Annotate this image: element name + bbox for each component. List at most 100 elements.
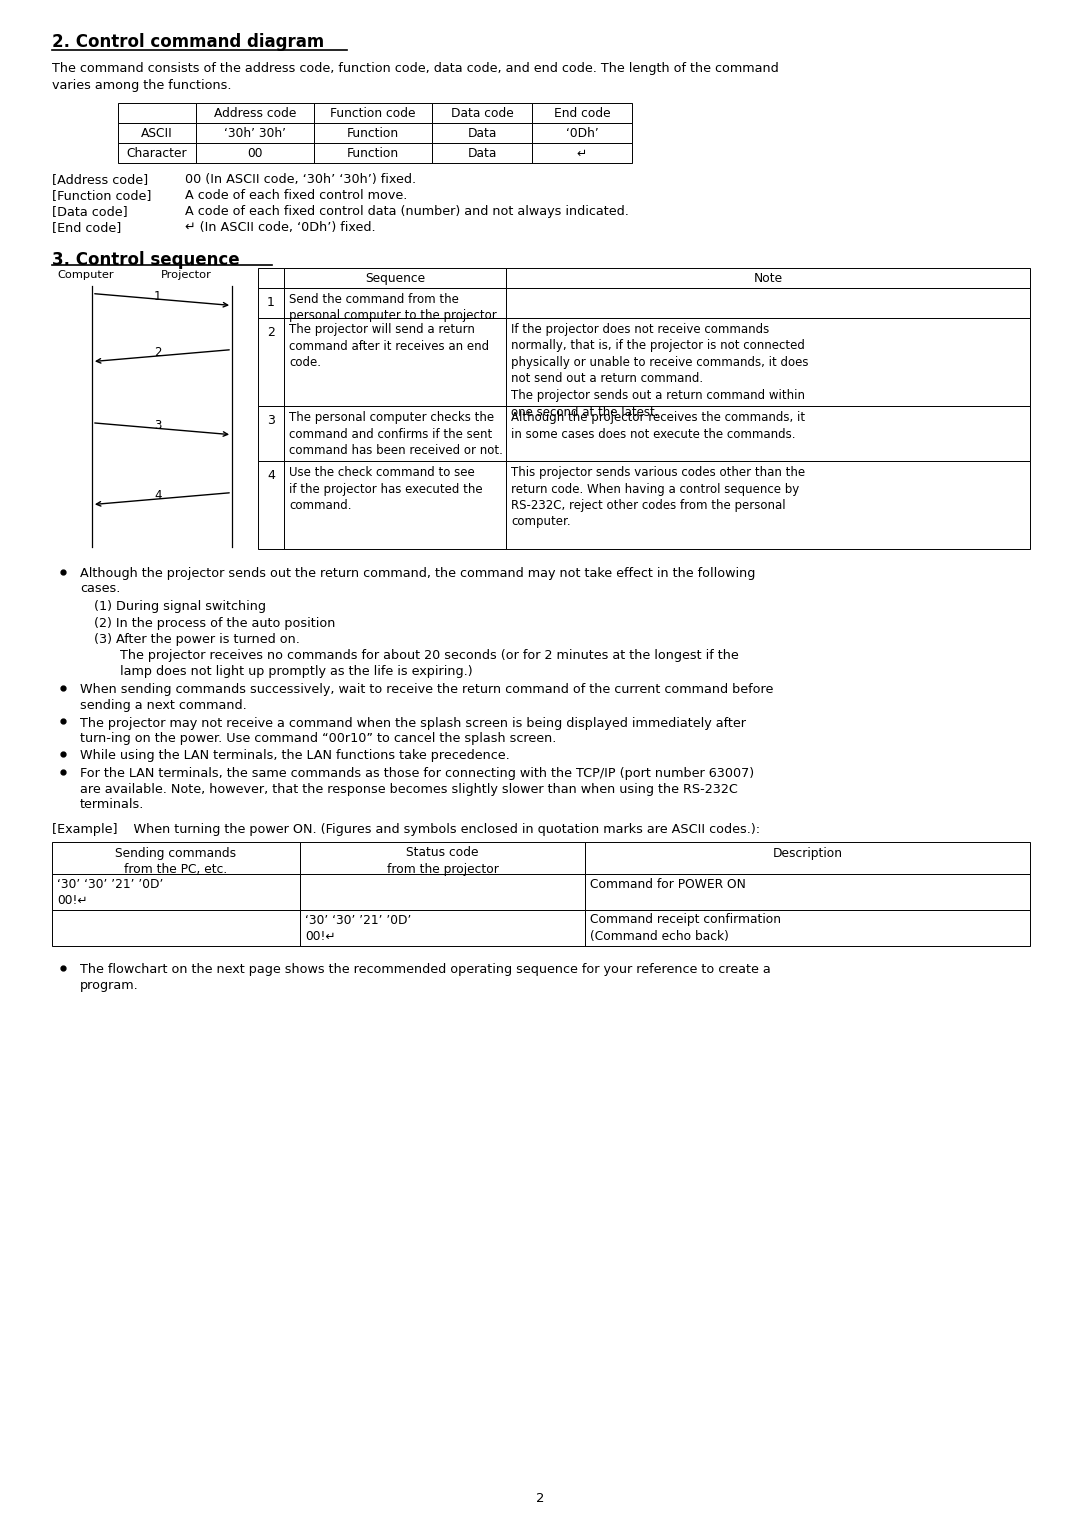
Text: ‘0Dh’: ‘0Dh’ — [566, 127, 598, 140]
Bar — [300, 873, 585, 910]
Bar — [585, 910, 1030, 945]
Bar — [300, 841, 585, 873]
Text: The command consists of the address code, function code, data code, and end code: The command consists of the address code… — [52, 63, 779, 92]
Text: (2) In the process of the auto position: (2) In the process of the auto position — [94, 617, 336, 629]
Bar — [585, 873, 1030, 910]
Text: This projector sends various codes other than the
return code. When having a con: This projector sends various codes other… — [511, 466, 805, 528]
Bar — [258, 461, 284, 550]
Text: ‘30’ ‘30’ ’21’ ’0D’
00!↵: ‘30’ ‘30’ ’21’ ’0D’ 00!↵ — [57, 878, 163, 907]
Text: The personal computer checks the
command and confirms if the sent
command has be: The personal computer checks the command… — [289, 411, 503, 457]
Text: Status code
from the projector: Status code from the projector — [387, 846, 499, 876]
Text: The projector will send a return
command after it receives an end
code.: The projector will send a return command… — [289, 324, 489, 370]
Text: A code of each fixed control move.: A code of each fixed control move. — [185, 189, 407, 202]
Bar — [195, 102, 314, 124]
Bar — [258, 318, 284, 406]
Text: [Function code]: [Function code] — [52, 189, 151, 202]
Text: 1: 1 — [154, 290, 162, 302]
Text: 1: 1 — [267, 296, 275, 308]
Text: When sending commands successively, wait to receive the return command of the cu: When sending commands successively, wait… — [80, 684, 773, 696]
Text: are available. Note, however, that the response becomes slightly slower than whe: are available. Note, however, that the r… — [80, 782, 738, 796]
Text: 2. Control command diagram: 2. Control command diagram — [52, 34, 324, 50]
Bar — [284, 406, 507, 461]
Text: End code: End code — [554, 107, 610, 121]
Text: 4: 4 — [267, 469, 275, 483]
Bar — [52, 910, 300, 945]
Bar — [284, 289, 507, 318]
Bar — [507, 269, 1030, 289]
Text: Although the projector sends out the return command, the command may not take ef: Although the projector sends out the ret… — [80, 567, 755, 580]
Text: Command receipt confirmation
(Command echo back): Command receipt confirmation (Command ec… — [590, 913, 781, 944]
Bar — [432, 124, 532, 144]
Bar — [432, 144, 532, 163]
Text: terminals.: terminals. — [80, 799, 145, 811]
Text: A code of each fixed control data (number) and not always indicated.: A code of each fixed control data (numbe… — [185, 205, 629, 218]
Bar — [118, 102, 195, 124]
Bar — [284, 269, 507, 289]
Bar — [258, 406, 284, 461]
Bar — [507, 289, 1030, 318]
Text: Projector: Projector — [161, 270, 212, 279]
Text: [End code]: [End code] — [52, 221, 121, 234]
Text: [Example]    When turning the power ON. (Figures and symbols enclosed in quotati: [Example] When turning the power ON. (Fi… — [52, 823, 760, 837]
Text: 2: 2 — [536, 1492, 544, 1506]
Bar — [507, 318, 1030, 406]
Text: The projector receives no commands for about 20 seconds (or for 2 minutes at the: The projector receives no commands for a… — [120, 649, 739, 663]
Text: 2: 2 — [267, 325, 275, 339]
Text: Function code: Function code — [330, 107, 416, 121]
Text: 3: 3 — [154, 418, 161, 432]
Bar — [314, 124, 432, 144]
Text: Command for POWER ON: Command for POWER ON — [590, 878, 746, 890]
Text: For the LAN terminals, the same commands as those for connecting with the TCP/IP: For the LAN terminals, the same commands… — [80, 767, 754, 780]
Text: 2: 2 — [154, 345, 162, 359]
Text: (1) During signal switching: (1) During signal switching — [94, 600, 266, 612]
Text: [Data code]: [Data code] — [52, 205, 127, 218]
Bar — [532, 102, 632, 124]
Bar — [118, 144, 195, 163]
Text: Note: Note — [754, 272, 783, 286]
Text: Data code: Data code — [450, 107, 513, 121]
Text: Sending commands
from the PC, etc.: Sending commands from the PC, etc. — [116, 846, 237, 876]
Bar — [284, 318, 507, 406]
Bar — [195, 124, 314, 144]
Text: 00: 00 — [247, 147, 262, 160]
Text: (3) After the power is turned on.: (3) After the power is turned on. — [94, 634, 300, 646]
Text: ↵: ↵ — [577, 147, 588, 160]
Text: Description: Description — [772, 846, 842, 860]
Bar — [585, 841, 1030, 873]
Text: Although the projector receives the commands, it
in some cases does not execute : Although the projector receives the comm… — [511, 411, 805, 440]
Text: ↵ (In ASCII code, ‘0Dh’) fixed.: ↵ (In ASCII code, ‘0Dh’) fixed. — [185, 221, 376, 234]
Text: [Address code]: [Address code] — [52, 173, 148, 186]
Text: Data: Data — [468, 147, 497, 160]
Text: Use the check command to see
if the projector has executed the
command.: Use the check command to see if the proj… — [289, 466, 483, 512]
Text: ‘30h’ 30h’: ‘30h’ 30h’ — [224, 127, 286, 140]
Bar — [532, 144, 632, 163]
Text: While using the LAN terminals, the LAN functions take precedence.: While using the LAN terminals, the LAN f… — [80, 750, 510, 762]
Bar — [300, 910, 585, 945]
Text: ‘30’ ‘30’ ’21’ ’0D’
00!↵: ‘30’ ‘30’ ’21’ ’0D’ 00!↵ — [305, 913, 411, 944]
Text: cases.: cases. — [80, 582, 120, 596]
Text: 4: 4 — [154, 489, 162, 501]
Text: 3: 3 — [267, 414, 275, 428]
Bar — [507, 461, 1030, 550]
Bar — [258, 289, 284, 318]
Text: Function: Function — [347, 147, 400, 160]
Text: If the projector does not receive commands
normally, that is, if the projector i: If the projector does not receive comman… — [511, 324, 809, 418]
Bar — [52, 841, 300, 873]
Text: program.: program. — [80, 979, 138, 993]
Bar — [284, 461, 507, 550]
Bar — [314, 102, 432, 124]
Bar — [195, 144, 314, 163]
Text: 00 (In ASCII code, ‘30h’ ‘30h’) fixed.: 00 (In ASCII code, ‘30h’ ‘30h’) fixed. — [185, 173, 416, 186]
Text: Computer: Computer — [57, 270, 113, 279]
Text: Send the command from the
personal computer to the projector.: Send the command from the personal compu… — [289, 293, 499, 322]
Text: Address code: Address code — [214, 107, 296, 121]
Text: Character: Character — [126, 147, 187, 160]
Text: The flowchart on the next page shows the recommended operating sequence for your: The flowchart on the next page shows the… — [80, 964, 771, 976]
Bar — [432, 102, 532, 124]
Text: turn-ing on the power. Use command “00r10” to cancel the splash screen.: turn-ing on the power. Use command “00r1… — [80, 731, 556, 745]
Text: Sequence: Sequence — [365, 272, 426, 286]
Text: The projector may not receive a command when the splash screen is being displaye: The projector may not receive a command … — [80, 716, 746, 730]
Bar — [258, 269, 284, 289]
Text: sending a next command.: sending a next command. — [80, 699, 246, 712]
Text: lamp does not light up promptly as the life is expiring.): lamp does not light up promptly as the l… — [120, 664, 473, 678]
